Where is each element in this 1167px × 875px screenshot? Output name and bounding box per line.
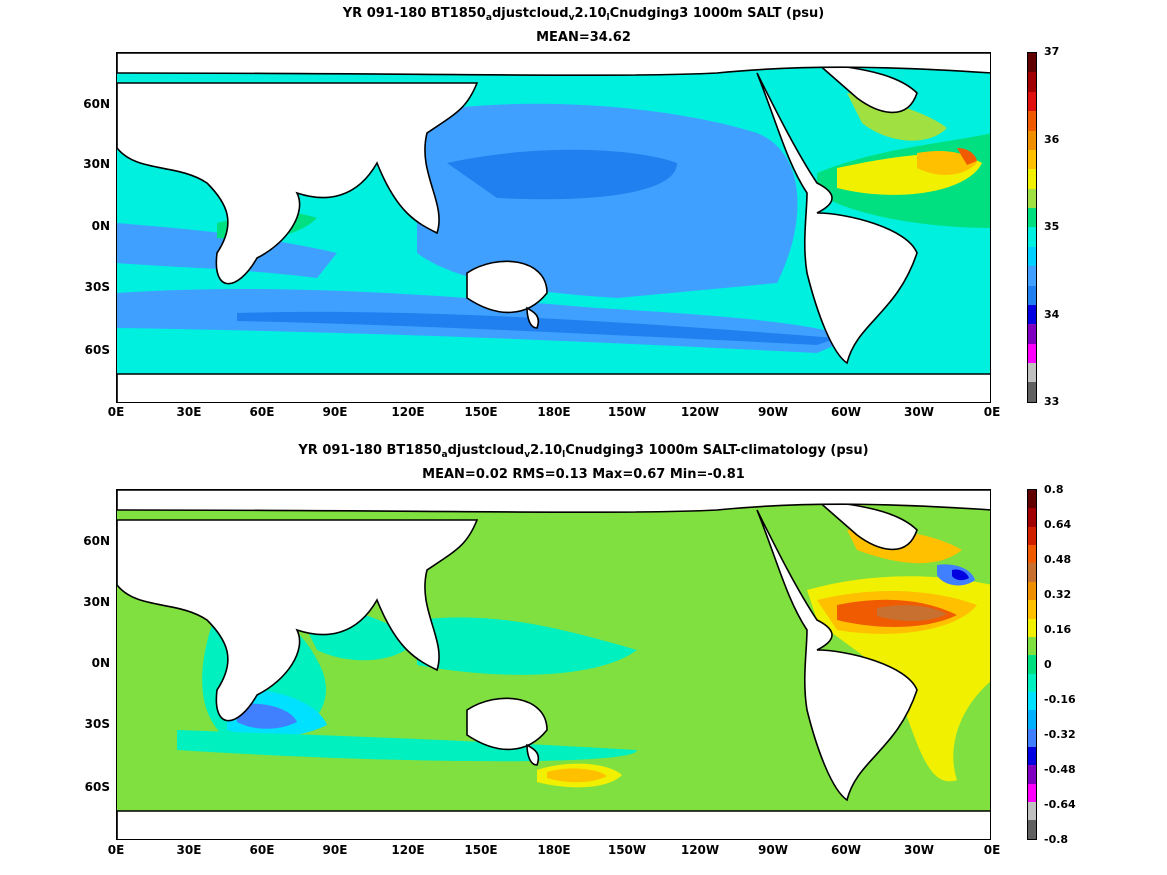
top-lon-label: 90W	[758, 405, 788, 419]
colorbar-swatch	[1028, 169, 1036, 189]
colorbar-swatch	[1028, 765, 1036, 784]
bottom-colorbar-label: 0	[1044, 658, 1052, 671]
bottom-colorbar-label: -0.8	[1044, 833, 1069, 846]
top-lat-label-0n: 0N	[91, 219, 110, 233]
top-colorbar-label: 33	[1044, 395, 1060, 408]
colorbar-swatch	[1028, 508, 1036, 527]
bottom-lon-label: 150W	[607, 843, 647, 857]
bottom-lon-label: 120E	[391, 843, 425, 857]
top-colorbar-label: 37	[1044, 45, 1060, 58]
top-lon-label: 150E	[464, 405, 498, 419]
bottom-lon-label: 30W	[904, 843, 934, 857]
bottom-lon-label: 60W	[831, 843, 861, 857]
colorbar-swatch	[1028, 91, 1036, 112]
colorbar-swatch	[1028, 363, 1036, 383]
bottom-lon-label: 0E	[107, 843, 125, 857]
bottom-colorbar-label: -0.64	[1044, 798, 1076, 811]
top-lat-label-30s: 30S	[84, 280, 110, 294]
colorbar-swatch	[1028, 636, 1036, 656]
bottom-lat-label-60s: 60S	[84, 780, 110, 794]
colorbar-swatch	[1028, 802, 1036, 821]
colorbar-swatch	[1028, 149, 1036, 170]
colorbar-swatch	[1028, 285, 1036, 305]
bottom-lon-label: 90W	[758, 843, 788, 857]
bottom-lon-label: 120W	[680, 843, 720, 857]
bottom-colorbar-label: 0.8	[1044, 483, 1064, 496]
colorbar-swatch	[1028, 111, 1036, 131]
bottom-colorbar-label: 0.64	[1044, 518, 1072, 531]
top-lon-label: 150W	[607, 405, 647, 419]
bottom-colorbar-label: -0.48	[1044, 763, 1076, 776]
bottom-lon-label: 30E	[176, 843, 202, 857]
bottom-lon-label: 150E	[464, 843, 498, 857]
colorbar-swatch	[1028, 188, 1036, 208]
bottom-lat-label-30s: 30S	[84, 717, 110, 731]
colorbar-swatch	[1028, 820, 1036, 839]
colorbar-swatch	[1028, 53, 1036, 73]
bottom-lat-label-60n: 60N	[83, 534, 110, 548]
top-lon-label: 120E	[391, 405, 425, 419]
colorbar-swatch	[1028, 747, 1036, 766]
bottom-lon-label: 90E	[322, 843, 348, 857]
colorbar-swatch	[1028, 266, 1036, 286]
colorbar-swatch	[1028, 208, 1036, 228]
colorbar-swatch	[1028, 618, 1036, 637]
colorbar-swatch	[1028, 490, 1036, 509]
top-colorbar-label: 36	[1044, 133, 1060, 146]
bottom-colorbar-label: 0.16	[1044, 623, 1072, 636]
top-lon-label: 60E	[249, 405, 275, 419]
bottom-colorbar-label: -0.16	[1044, 693, 1076, 706]
colorbar-swatch	[1028, 526, 1036, 546]
top-lat-label-60n: 60N	[83, 97, 110, 111]
bottom-colorbar-label: 0.32	[1044, 588, 1072, 601]
colorbar-swatch	[1028, 130, 1036, 150]
colorbar-swatch	[1028, 227, 1036, 247]
colorbar-swatch	[1028, 545, 1036, 564]
colorbar-swatch	[1028, 324, 1036, 344]
bottom-lon-label: 180E	[537, 843, 571, 857]
bottom-anomaly-map	[116, 489, 991, 840]
top-lat-label-30n: 30N	[83, 157, 110, 171]
top-colorbar-label: 34	[1044, 308, 1060, 321]
colorbar-swatch	[1028, 691, 1036, 711]
top-lon-label: 0E	[983, 405, 1001, 419]
bottom-lat-label-30n: 30N	[83, 595, 110, 609]
bottom-colorbar	[1027, 489, 1037, 840]
top-lon-label: 60W	[831, 405, 861, 419]
bottom-panel-title: YR 091-180 BT1850adjustcloudv2.10lCnudgi…	[298, 443, 869, 460]
colorbar-swatch	[1028, 710, 1036, 729]
colorbar-swatch	[1028, 382, 1036, 402]
colorbar-swatch	[1028, 246, 1036, 267]
top-salinity-map	[116, 52, 991, 403]
top-lon-label: 120W	[680, 405, 720, 419]
bottom-lat-label-0n: 0N	[91, 656, 110, 670]
colorbar-swatch	[1028, 72, 1036, 92]
top-panel-title: YR 091-180 BT1850adjustcloudv2.10lCnudgi…	[342, 6, 825, 23]
colorbar-swatch	[1028, 304, 1036, 325]
top-panel-stats: MEAN=34.62	[536, 30, 631, 45]
colorbar-swatch	[1028, 673, 1036, 692]
bottom-panel-stats: MEAN=0.02 RMS=0.13 Max=0.67 Min=-0.81	[422, 467, 745, 482]
top-lon-label: 90E	[322, 405, 348, 419]
top-lon-label: 30W	[904, 405, 934, 419]
colorbar-swatch	[1028, 728, 1036, 748]
colorbar-swatch	[1028, 655, 1036, 674]
top-lat-label-60s: 60S	[84, 343, 110, 357]
top-lon-label: 30E	[176, 405, 202, 419]
colorbar-swatch	[1028, 600, 1036, 619]
bottom-colorbar-label: -0.32	[1044, 728, 1076, 741]
top-colorbar	[1027, 52, 1037, 403]
bottom-colorbar-label: 0.48	[1044, 553, 1072, 566]
bottom-lon-label: 0E	[983, 843, 1001, 857]
top-lon-label: 180E	[537, 405, 571, 419]
colorbar-swatch	[1028, 783, 1036, 803]
top-lon-label: 0E	[107, 405, 125, 419]
bottom-lon-label: 60E	[249, 843, 275, 857]
top-colorbar-label: 35	[1044, 220, 1060, 233]
colorbar-swatch	[1028, 581, 1036, 601]
colorbar-swatch	[1028, 343, 1036, 363]
colorbar-swatch	[1028, 563, 1036, 582]
